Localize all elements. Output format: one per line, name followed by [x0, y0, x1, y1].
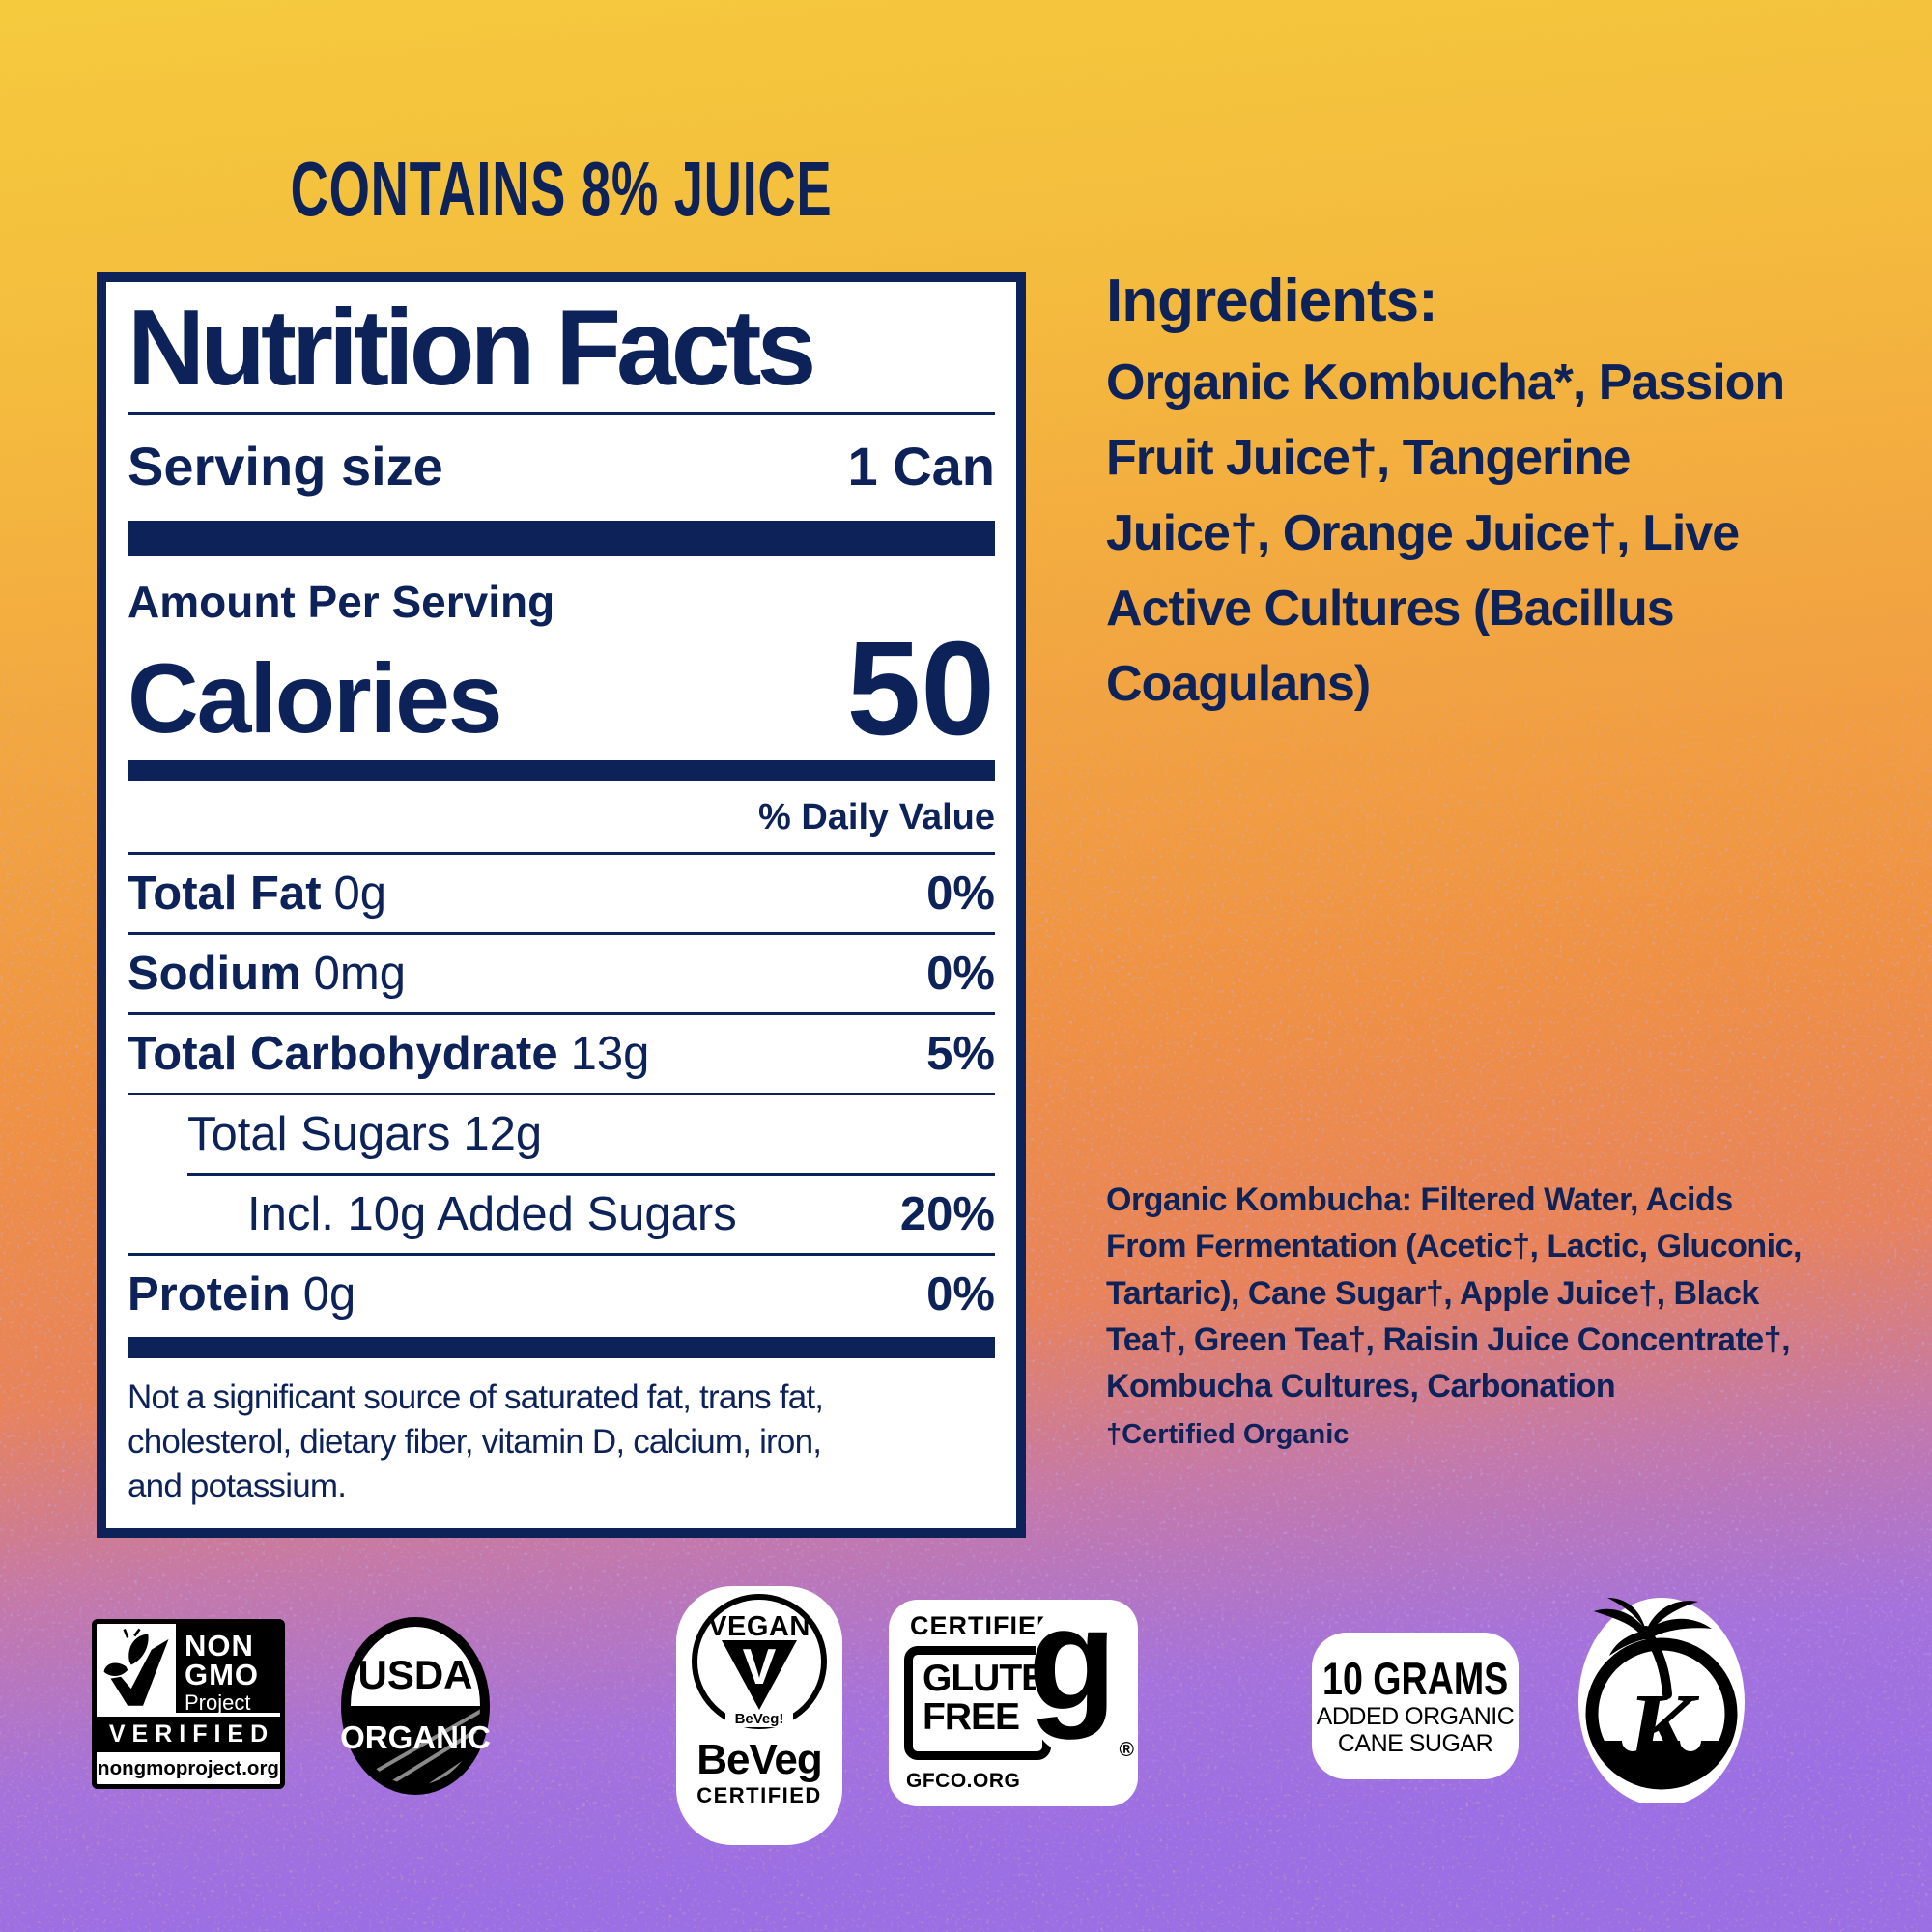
juice-content-claim: CONTAINS 8% JUICE [290, 146, 833, 232]
non-gmo-wordmark: NON GMO Project [176, 1624, 280, 1713]
nutrition-footnote: Not a significant source of saturated fa… [128, 1378, 824, 1505]
row-label: Incl. 10g Added Sugars [247, 1187, 737, 1240]
ingredients-section: Ingredients: Organic Kombucha*, Passion … [1106, 267, 1894, 722]
serving-size-label: Serving size [128, 435, 443, 497]
nutrition-facts-title: Nutrition Facts [128, 288, 816, 408]
row-daily-value: 20% [899, 1187, 995, 1240]
serving-size-row: Serving size 1 Can [128, 415, 995, 521]
ingredients-heading: Ingredients: [1106, 268, 1438, 334]
row-daily-value: 0% [926, 867, 995, 920]
non-gmo-line3: Project [185, 1690, 251, 1715]
non-gmo-line2: GMO [185, 1658, 260, 1692]
sugar-line3: CANE SUGAR [1337, 1729, 1493, 1757]
vegan-v-icon: V [742, 1639, 777, 1695]
added-sugar-badge: 10 GRAMS ADDED ORGANIC CANE SUGAR [1312, 1633, 1519, 1779]
row-daily-value: 0% [926, 1267, 995, 1321]
thick-divider [128, 520, 995, 556]
gfco-g-icon: g [1028, 1577, 1117, 1740]
vegan-text: VEGAN [708, 1611, 810, 1642]
gf-gluten-text: GLUTEN [923, 1658, 1072, 1699]
sugar-grams-text: 10 GRAMS [1321, 1653, 1509, 1705]
beveg-name: BeVeg [696, 1736, 823, 1783]
divider [187, 1172, 995, 1176]
serving-size-value: 1 Can [847, 435, 996, 497]
non-gmo-line1: NON [185, 1629, 254, 1662]
divider [128, 1011, 995, 1015]
row-label: Sodium [128, 947, 301, 1000]
divider [128, 411, 995, 415]
kosher-k-letter: K [1626, 1673, 1700, 1784]
non-gmo-top: NON GMO Project [97, 1624, 280, 1713]
nutrition-row-total-fat: Total Fat 0g 0% [128, 855, 995, 932]
kombucha-ingredients-list: Organic Kombucha: Filtered Water, Acids … [1106, 1181, 1803, 1406]
row-amount: 0mg [313, 947, 406, 1000]
amount-per-serving-label: Amount Per Serving [128, 576, 555, 627]
gf-certified-text: CERTIFIED [910, 1611, 1057, 1640]
butterfly-icon [97, 1624, 176, 1713]
row-daily-value: 5% [926, 1027, 995, 1080]
row-label: Protein [128, 1267, 291, 1321]
medium-divider [128, 759, 995, 781]
row-daily-value: 0% [926, 947, 995, 1000]
daily-value-header: % Daily Value [757, 796, 995, 838]
usda-organic-text: ORGANIC [340, 1719, 491, 1755]
row-amount: 0g [302, 1267, 356, 1321]
non-gmo-verified-bar: VERIFIED [97, 1713, 280, 1752]
calories-row: Calories 50 [128, 613, 996, 763]
nutrition-row-sodium: Sodium 0mg 0% [128, 935, 995, 1012]
row-amount: 0g [333, 867, 387, 920]
beveg-certified-text: CERTIFIED [696, 1783, 822, 1807]
usda-text: USDA [357, 1652, 472, 1697]
row-amount: 12g [463, 1107, 543, 1160]
nutrition-facts-panel: Nutrition Facts Serving size 1 Can Amoun… [97, 272, 1026, 1539]
vegan-circle: VEGAN V BeVeg! [692, 1594, 827, 1729]
divider [128, 931, 995, 935]
beveg-small-text: BeVeg! [725, 1711, 793, 1727]
palm-tree-icon [1594, 1598, 1712, 1656]
calories-label: Calories [128, 642, 503, 753]
nutrition-row-total-carbohydrate: Total Carbohydrate 13g 5% [128, 1015, 995, 1093]
sugar-line2: ADDED ORGANIC [1316, 1702, 1515, 1730]
registered-mark: ® [1119, 1739, 1134, 1761]
beveg-vegan-badge: VEGAN V BeVeg! BeVeg CERTIFIED [676, 1586, 842, 1845]
sub-ingredients-section: Organic Kombucha: Filtered Water, Acids … [1106, 1177, 1918, 1451]
gfco-url: GFCO.ORG [906, 1770, 1021, 1792]
gf-free-text: FREE [923, 1696, 1020, 1739]
gf-g-halo [1036, 1605, 1122, 1752]
certified-organic-footnote: †Certified Organic [1106, 1419, 1350, 1451]
nutrition-row-protein: Protein 0g 0% [128, 1256, 995, 1333]
usda-organic-badge: USDA ORGANIC [336, 1611, 495, 1801]
thick-divider [128, 1336, 995, 1358]
row-label: Total Fat [128, 867, 322, 920]
gluten-free-badge: CERTIFIED GLUTEN FREE g ® GFCO.ORG [889, 1586, 1138, 1806]
non-gmo-url: nongmoproject.org [98, 1756, 279, 1779]
kosher-badge: K [1577, 1594, 1747, 1806]
calories-value: 50 [846, 613, 996, 763]
divider [128, 1252, 995, 1256]
vegan-triangle-icon [722, 1640, 797, 1710]
divider [128, 1092, 995, 1095]
row-label: Total Sugars [187, 1107, 451, 1160]
nutrition-row-total-sugars: Total Sugars 12g [128, 1095, 995, 1173]
row-label: Total Carbohydrate [128, 1027, 558, 1080]
ingredients-list: Organic Kombucha*, Passion Fruit Juice†,… [1106, 355, 1785, 712]
divider [128, 851, 995, 855]
nutrition-row-added-sugars: Incl. 10g Added Sugars 20% [128, 1176, 995, 1253]
non-gmo-project-badge: NON GMO Project VERIFIED nongmoproject.o… [92, 1619, 285, 1789]
row-amount: 13g [570, 1027, 650, 1080]
